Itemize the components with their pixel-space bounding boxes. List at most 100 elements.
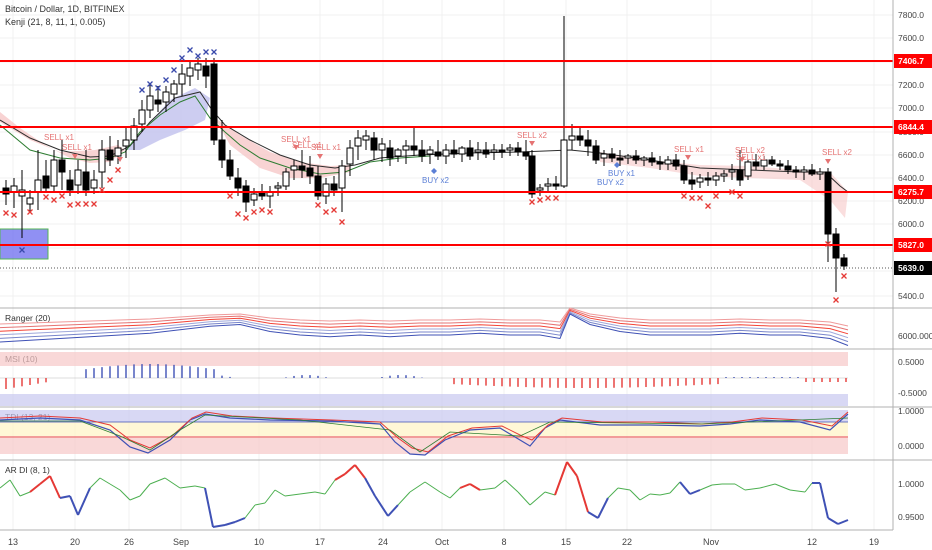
cross-marker	[99, 187, 105, 193]
candle-body	[98, 149, 106, 173]
ardi-segment	[69, 495, 79, 516]
candle-body	[402, 145, 410, 151]
cross-marker	[211, 49, 217, 55]
ardi-segment	[734, 483, 746, 491]
pane-tick: 1.0000	[898, 406, 924, 416]
candle-body	[776, 163, 784, 167]
chart-title: Bitcoin / Dollar, 1D, BITFINEX	[5, 4, 125, 14]
ranger-band	[0, 313, 849, 346]
ranger-band	[0, 309, 849, 335]
candle-body	[616, 157, 624, 161]
cross-marker	[91, 201, 97, 207]
candle-body	[74, 169, 82, 186]
tdi-zone-top	[0, 410, 848, 422]
msi-zone-top	[0, 352, 848, 366]
cross-marker	[203, 49, 209, 55]
ardi-segment	[699, 484, 713, 491]
level-tag	[894, 54, 932, 68]
time-label: 10	[254, 537, 264, 547]
candle-body	[736, 169, 744, 181]
ardi-segment	[669, 481, 681, 494]
cross-marker	[729, 189, 735, 195]
candle-body	[434, 151, 442, 157]
candle-body	[298, 165, 306, 171]
candle-body	[90, 179, 98, 189]
cross-marker	[83, 201, 89, 207]
candle-body	[672, 159, 680, 167]
signal-label: BUY x2	[597, 178, 625, 187]
time-axis[interactable]: 13 20 26 Sep 10 17 24 Oct 8 15 22 Nov 12 19	[8, 537, 879, 547]
ardi-segment	[299, 491, 316, 495]
ardi-segment	[759, 483, 776, 489]
candle-body	[466, 147, 474, 157]
ardi-segment	[344, 464, 356, 475]
candle-body	[274, 185, 282, 189]
cross-marker	[187, 47, 193, 53]
candle-body	[210, 63, 218, 141]
price-axis[interactable]: 7800.07600.07400.07200.07000.06800.06600…	[898, 10, 924, 301]
signal-label: SELL x1	[311, 143, 341, 152]
candle-body	[744, 161, 752, 177]
candle-body	[704, 177, 712, 181]
signal-label: SELL x2	[517, 131, 547, 140]
time-label: 12	[807, 537, 817, 547]
time-label: 8	[501, 537, 506, 547]
ardi-segment	[459, 483, 471, 489]
candle-body	[696, 177, 704, 183]
candle-body	[528, 155, 536, 195]
ardi-segment	[617, 487, 631, 491]
kenji-cloud	[0, 88, 849, 260]
ardi-segment	[224, 521, 236, 526]
candle-body	[752, 161, 760, 167]
cross-marker	[841, 273, 847, 279]
ardi-segment	[334, 473, 346, 481]
candle-body	[426, 149, 434, 155]
candle-body	[50, 159, 58, 187]
cross-marker	[243, 215, 249, 221]
candle-body	[146, 95, 154, 111]
ranger-band	[0, 307, 849, 327]
candle-body	[498, 149, 506, 153]
ardi-segment	[439, 491, 451, 499]
candle-body	[242, 185, 250, 203]
candle-body	[66, 179, 74, 191]
ardi-segment	[711, 483, 723, 486]
candle-body	[58, 159, 66, 173]
cross-marker	[529, 199, 535, 205]
ardi-segment	[469, 483, 481, 491]
ardi-segment	[19, 491, 31, 497]
cross-marker	[315, 202, 321, 208]
level-tag	[894, 238, 932, 252]
sell-triangle	[685, 155, 691, 160]
ardi-segment	[679, 481, 691, 495]
sell-triangle	[317, 154, 323, 159]
candle-body	[728, 169, 736, 173]
candle-body	[720, 173, 728, 177]
candle-body	[482, 149, 490, 155]
cross-marker	[697, 195, 703, 201]
signal-label: SELL x1	[62, 143, 92, 152]
cross-marker	[51, 197, 57, 203]
candle-body	[186, 67, 194, 77]
cross-marker	[553, 195, 559, 201]
candle-body	[378, 143, 386, 151]
cross-marker	[147, 81, 153, 87]
ardi-segment	[659, 492, 671, 496]
sell-triangle	[739, 157, 745, 162]
ardi-segment	[244, 504, 256, 519]
ardi-segment	[397, 491, 411, 506]
price-tick: 5400.0	[898, 291, 924, 301]
candle-body	[82, 171, 90, 191]
ardi-segment	[639, 493, 651, 501]
ardi-segment	[479, 487, 496, 491]
cross-marker	[67, 202, 73, 208]
candle-body	[114, 147, 122, 157]
ardi-segment	[59, 495, 71, 499]
candle-body	[656, 161, 664, 165]
signal-label: SELL x1	[736, 153, 766, 162]
candle-body	[34, 179, 42, 193]
time-label: Sep	[173, 537, 189, 547]
cross-marker	[681, 193, 687, 199]
